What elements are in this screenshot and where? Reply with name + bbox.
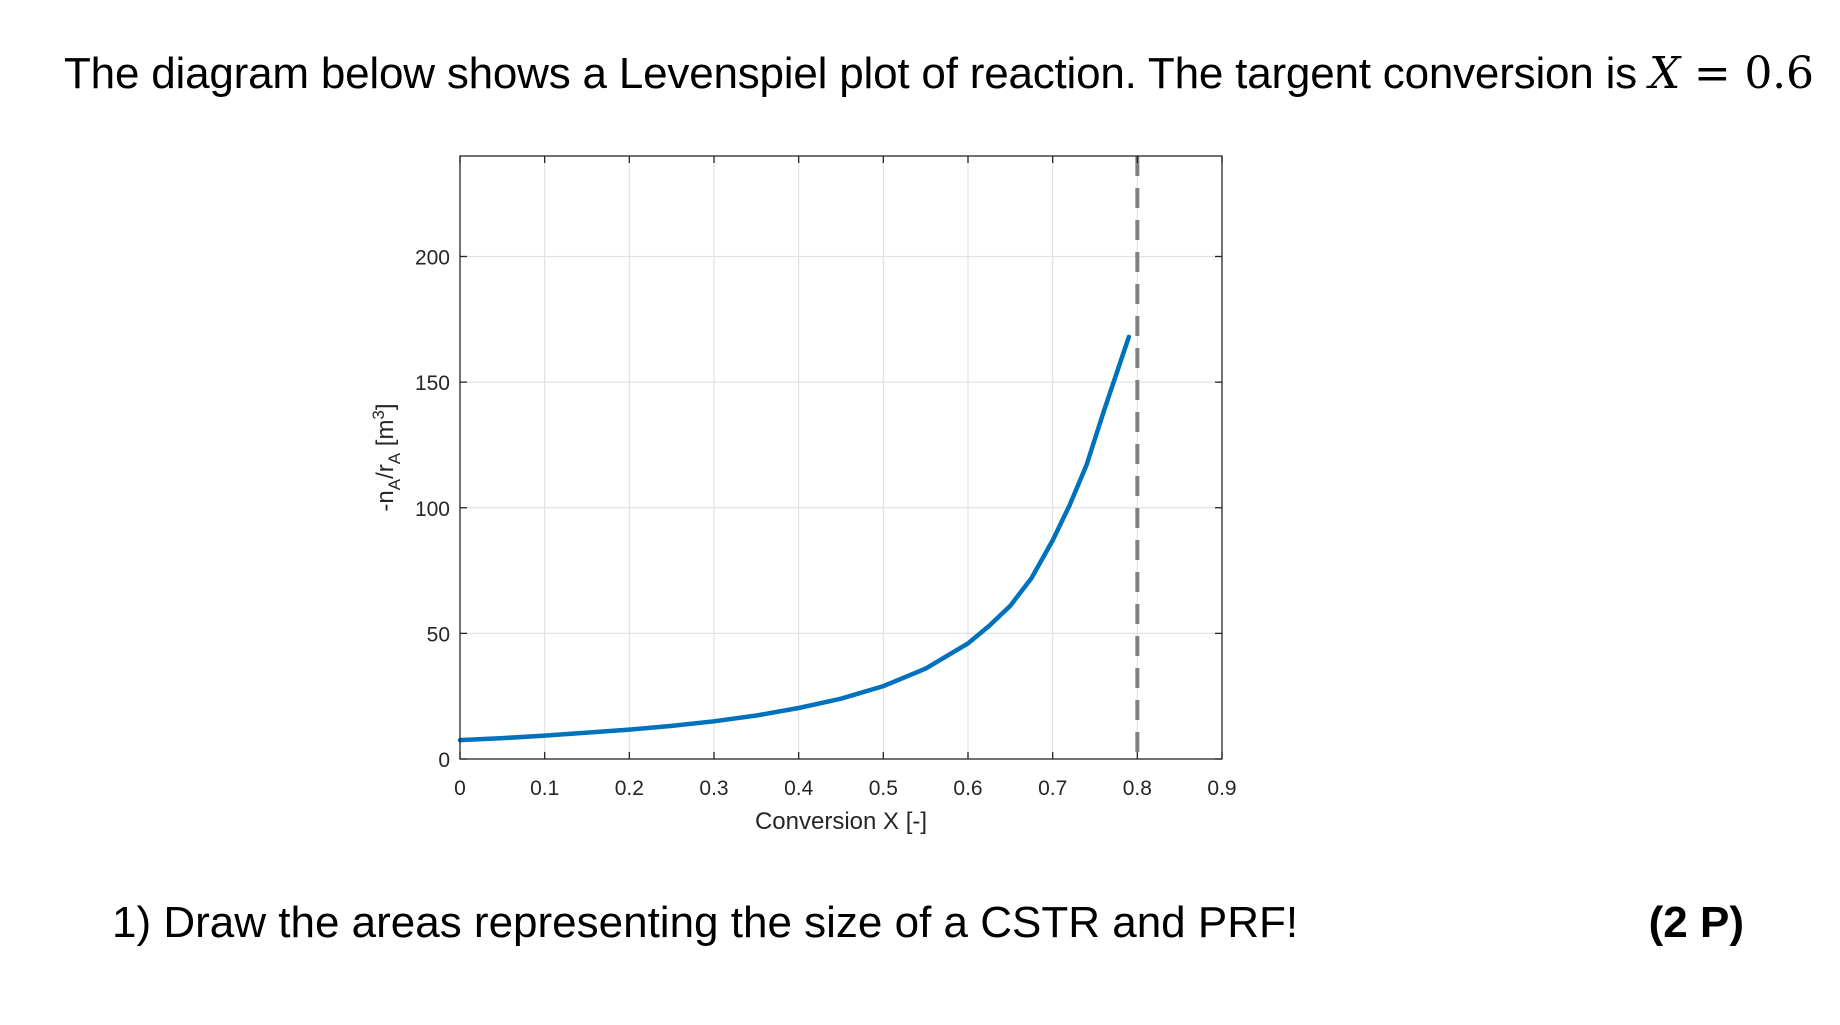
grid-layer bbox=[460, 156, 1222, 759]
x-tick-label: 0.6 bbox=[953, 777, 982, 800]
intro-text: The diagram below shows a Levenspiel plo… bbox=[64, 46, 1814, 102]
target-conversion-math: X = 0.6 bbox=[1649, 48, 1814, 99]
x-tick-label: 0.2 bbox=[615, 777, 644, 800]
y-axis-label-part: -n bbox=[372, 490, 399, 511]
y-axis-label-part: A bbox=[385, 478, 404, 490]
x-tick-label: 0.3 bbox=[699, 777, 728, 800]
math-equation: = 0.6 bbox=[1680, 48, 1814, 99]
y-axis-label-part: ] bbox=[372, 403, 399, 410]
axis-layer bbox=[459, 155, 1223, 760]
y-tick-label: 50 bbox=[427, 623, 450, 646]
x-axis-label: Conversion X [-] bbox=[755, 808, 927, 835]
x-tick-label: 0.9 bbox=[1207, 777, 1236, 800]
question-points: (2 P) bbox=[1648, 898, 1744, 947]
y-tick-label: 200 bbox=[415, 247, 450, 270]
y-axis-label-part: A bbox=[385, 452, 404, 464]
y-axis-label-part: 3 bbox=[369, 410, 388, 419]
y-axis-label: -nA/rA [m3] bbox=[369, 403, 404, 511]
math-variable: X bbox=[1649, 48, 1681, 99]
intro-sentence: The diagram below shows a Levenspiel plo… bbox=[64, 49, 1637, 98]
y-tick-label: 100 bbox=[415, 498, 450, 521]
data-layer bbox=[457, 156, 1140, 759]
y-tick-label: 150 bbox=[415, 372, 450, 395]
y-tick-label: 0 bbox=[438, 749, 450, 772]
x-tick-label: 0.4 bbox=[784, 777, 814, 800]
x-tick-label: 0.8 bbox=[1123, 777, 1152, 800]
x-tick-label: 0.7 bbox=[1038, 777, 1067, 800]
series-line bbox=[457, 334, 1132, 743]
question-text: 1) Draw the areas representing the size … bbox=[112, 898, 1299, 947]
x-tick-label: 0.1 bbox=[530, 777, 559, 800]
y-axis-label-part: /r bbox=[372, 464, 399, 479]
y-axis-label-part: [m bbox=[372, 420, 399, 453]
axes-box bbox=[459, 155, 1223, 760]
x-tick-label: 0.5 bbox=[869, 777, 898, 800]
label-layer: 0 0.1 0.2 0.3 0.4 0.5 0.6 0.7 0.8 0.9 0 50 100 150 200… bbox=[369, 247, 1237, 836]
x-tick-label: 0 bbox=[454, 777, 466, 800]
